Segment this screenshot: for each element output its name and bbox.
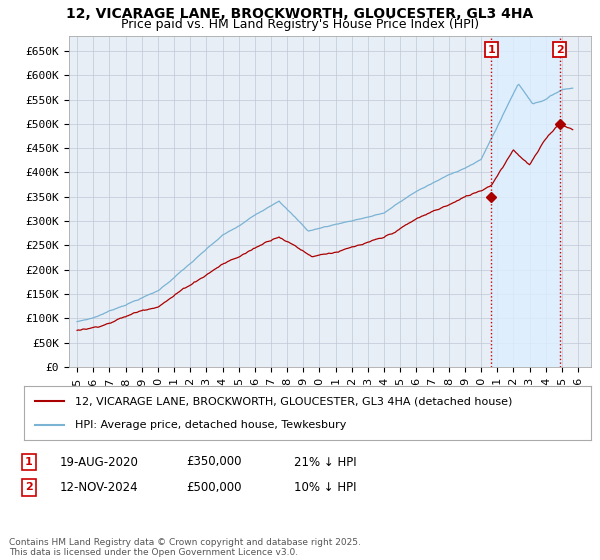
Text: 21% ↓ HPI: 21% ↓ HPI bbox=[294, 455, 356, 469]
Bar bbox=[491, 36, 560, 367]
Text: 10% ↓ HPI: 10% ↓ HPI bbox=[294, 480, 356, 494]
Text: 2: 2 bbox=[556, 45, 563, 55]
Text: £500,000: £500,000 bbox=[186, 480, 241, 494]
Text: Price paid vs. HM Land Registry's House Price Index (HPI): Price paid vs. HM Land Registry's House … bbox=[121, 18, 479, 31]
Text: 12, VICARAGE LANE, BROCKWORTH, GLOUCESTER, GL3 4HA: 12, VICARAGE LANE, BROCKWORTH, GLOUCESTE… bbox=[67, 7, 533, 21]
Text: £350,000: £350,000 bbox=[186, 455, 241, 469]
Text: 1: 1 bbox=[487, 45, 495, 55]
Text: 12-NOV-2024: 12-NOV-2024 bbox=[60, 480, 139, 494]
Text: 19-AUG-2020: 19-AUG-2020 bbox=[60, 455, 139, 469]
Text: HPI: Average price, detached house, Tewkesbury: HPI: Average price, detached house, Tewk… bbox=[75, 419, 346, 430]
Text: 12, VICARAGE LANE, BROCKWORTH, GLOUCESTER, GL3 4HA (detached house): 12, VICARAGE LANE, BROCKWORTH, GLOUCESTE… bbox=[75, 396, 512, 407]
Text: 2: 2 bbox=[25, 482, 32, 492]
Text: 1: 1 bbox=[25, 457, 32, 467]
Text: Contains HM Land Registry data © Crown copyright and database right 2025.
This d: Contains HM Land Registry data © Crown c… bbox=[9, 538, 361, 557]
